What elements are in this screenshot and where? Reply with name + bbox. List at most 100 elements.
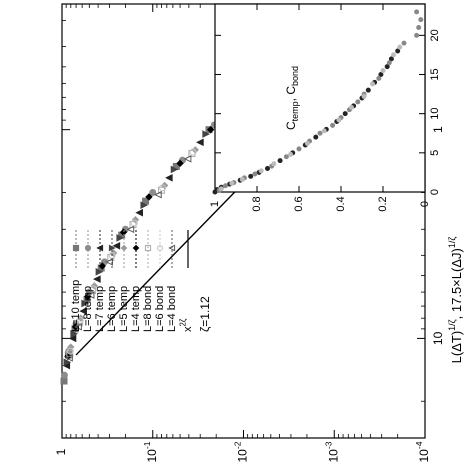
legend-label: L=4 bond	[166, 286, 178, 332]
axis-labels: L(ΔT)1/ζ, 17.5×L(ΔJ)1/ζ Ctemp, Cbond	[284, 66, 464, 363]
inset-y-tick-label: 0.8	[251, 196, 263, 211]
data-point	[79, 307, 87, 315]
inset-data-point	[386, 60, 392, 66]
inset-data-point	[395, 48, 401, 54]
legend-label: L=6 temp	[106, 286, 118, 332]
inset-data-point	[414, 9, 420, 15]
data-point	[66, 347, 74, 355]
data-point	[145, 193, 153, 201]
data-point	[170, 165, 179, 174]
data-point	[76, 316, 84, 324]
x-axis-label: L(ΔT)1/ζ, 17.5×L(ΔJ)1/ζ	[447, 237, 464, 364]
data-point	[149, 189, 157, 197]
inset-data-point	[317, 130, 323, 136]
y-tick-label: 1	[54, 448, 68, 455]
inset-x-tick-label: 10	[429, 108, 441, 120]
inset-data-point	[361, 93, 367, 99]
data-point	[188, 149, 196, 157]
inset-data-point	[264, 166, 270, 172]
legend-label: x2ζ	[179, 318, 194, 332]
inset-data-point	[348, 104, 354, 110]
data-point	[81, 299, 89, 308]
inset-data-point	[369, 81, 375, 87]
data-point	[135, 208, 143, 217]
legend-label: L=8 bond	[142, 286, 154, 332]
data-point	[129, 221, 137, 229]
inset-data-points	[212, 9, 424, 195]
inset-data-point	[336, 117, 342, 123]
inset-data-point	[258, 168, 264, 174]
x-tick-label: 10	[431, 331, 445, 345]
inset-data-point	[378, 72, 384, 78]
inset-data-point	[418, 17, 424, 23]
data-point	[108, 244, 116, 252]
data-point	[183, 155, 192, 163]
inset-data-point	[401, 40, 407, 46]
data-point	[65, 354, 73, 362]
data-point	[165, 173, 173, 182]
data-point	[132, 244, 140, 252]
legend-label: L=4 temp	[130, 286, 142, 332]
inset-data-point	[223, 183, 229, 189]
y-tick-label: 10-1	[142, 441, 159, 462]
inset-y-tick-label: 0	[419, 201, 431, 207]
legend: L=10 temp L=8 temp L=7 temp L=6 temp L=5 tem…	[70, 230, 212, 332]
inset-data-point	[397, 44, 403, 50]
y-tick-label: 10-2	[233, 441, 250, 462]
data-point	[60, 371, 68, 379]
inset-data-point	[313, 134, 319, 140]
data-point	[126, 225, 135, 234]
inset-data-point	[380, 68, 386, 74]
inset-y-tick-label: 0.6	[293, 196, 305, 211]
data-point	[105, 258, 113, 266]
data-point	[74, 323, 82, 331]
inset-data-point	[390, 52, 396, 58]
inset-plot-frame	[214, 3, 426, 193]
inset-data-point	[304, 140, 310, 146]
data-point	[140, 201, 149, 209]
data-point	[130, 219, 138, 227]
data-point	[168, 244, 176, 252]
data-point	[112, 241, 121, 250]
zeta-annotation: ζ=1.12	[198, 296, 212, 332]
inset-data-point	[296, 146, 302, 152]
inset-data-point	[277, 158, 283, 164]
data-point	[202, 130, 210, 138]
legend-label: L=10 temp	[70, 280, 82, 332]
inset-data-point	[218, 186, 224, 192]
inset-x-tick-label: 0	[429, 189, 441, 195]
data-point	[206, 125, 215, 134]
inset-data-point	[283, 154, 289, 160]
inset-data-point	[288, 151, 294, 157]
legend-label: L=7 temp	[94, 286, 106, 332]
inset-data-point	[248, 173, 254, 179]
inset-data-point	[321, 128, 327, 134]
inset-data-point	[252, 171, 258, 177]
data-point	[70, 329, 78, 338]
data-point	[63, 358, 72, 367]
inset-data-point	[355, 99, 361, 105]
inset-data-point	[414, 32, 420, 38]
inset-y-tick-label: 1	[209, 201, 221, 207]
inset-data-point	[239, 176, 245, 182]
data-point	[196, 138, 204, 147]
inset-data-point	[416, 24, 422, 30]
x-tick-label: 1	[431, 126, 445, 133]
data-point	[95, 268, 104, 276]
data-point	[68, 334, 77, 343]
data-point	[93, 275, 101, 283]
legend-label: L=6 bond	[154, 286, 166, 332]
inset-data-point	[376, 75, 382, 81]
data-point	[72, 244, 80, 252]
inset-y-tick-label: 0.4	[335, 196, 347, 211]
inset-data-point	[365, 87, 371, 93]
inset-x-tick-label: 20	[429, 29, 441, 41]
data-point	[96, 244, 104, 252]
data-point	[60, 377, 68, 385]
inset-data-point	[384, 64, 390, 70]
inset-data-point	[330, 122, 336, 128]
data-point	[176, 159, 184, 168]
legend-label: L=8 temp	[82, 286, 94, 332]
data-point	[86, 291, 95, 299]
